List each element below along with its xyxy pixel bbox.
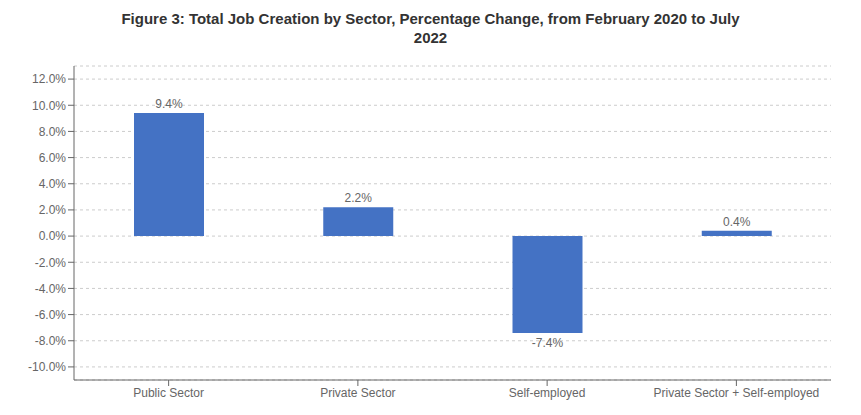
- svg-text:-6.0%: -6.0%: [35, 308, 67, 322]
- svg-text:6.0%: 6.0%: [39, 151, 67, 165]
- svg-text:0.4%: 0.4%: [723, 215, 751, 229]
- svg-text:-2.0%: -2.0%: [35, 256, 67, 270]
- svg-text:8.0%: 8.0%: [39, 125, 67, 139]
- svg-text:10.0%: 10.0%: [32, 99, 66, 113]
- svg-text:2.2%: 2.2%: [345, 191, 373, 205]
- html-text:Figure 3: Total Job Creation b: Figure 3: Total Job Creation by Sector, …: [121, 9, 740, 27]
- svg-text:-4.0%: -4.0%: [35, 282, 67, 296]
- svg-text:-8.0%: -8.0%: [35, 334, 67, 348]
- svg-text:4.0%: 4.0%: [39, 177, 67, 191]
- svg-text:Private Sector + Self-employed: Private Sector + Self-employed: [654, 386, 820, 400]
- svg-text:Self-employed: Self-employed: [509, 386, 586, 400]
- svg-text:0.0%: 0.0%: [39, 229, 67, 243]
- html-text:2022: 2022: [413, 29, 448, 46]
- svg-text:9.4%: 9.4%: [155, 97, 183, 111]
- svg-text:-10.0%: -10.0%: [28, 360, 66, 374]
- svg-text:-7.4%: -7.4%: [532, 336, 564, 350]
- svg-text:2.0%: 2.0%: [39, 203, 67, 217]
- svg-text:Private Sector: Private Sector: [320, 386, 395, 400]
- svg-text:Public Sector: Public Sector: [133, 386, 204, 400]
- svg-text:12.0%: 12.0%: [32, 72, 66, 86]
